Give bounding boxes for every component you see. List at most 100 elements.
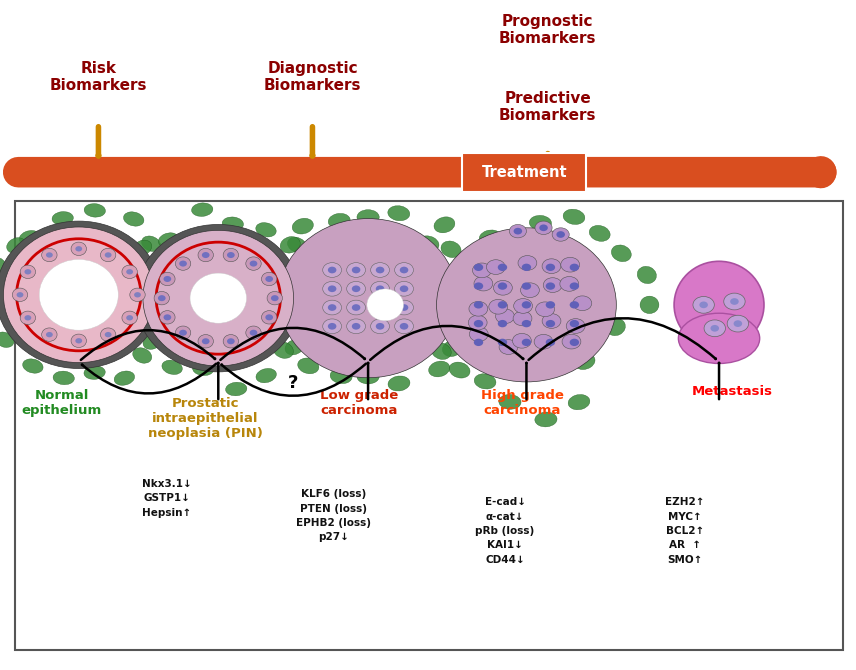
Ellipse shape [352,323,360,330]
Ellipse shape [190,273,247,323]
Ellipse shape [367,289,403,321]
Ellipse shape [298,358,319,374]
Ellipse shape [122,311,137,324]
Ellipse shape [292,218,313,234]
Ellipse shape [497,320,507,328]
Text: High grade
carcinoma: High grade carcinoma [481,389,563,417]
Ellipse shape [267,291,282,305]
Ellipse shape [160,272,175,285]
Ellipse shape [285,340,304,355]
Ellipse shape [261,260,280,277]
Ellipse shape [473,338,483,346]
Ellipse shape [441,241,461,257]
Ellipse shape [504,233,526,248]
Ellipse shape [570,283,579,289]
Ellipse shape [429,361,449,377]
Ellipse shape [570,301,579,308]
Ellipse shape [114,371,134,385]
Text: Low grade
carcinoma: Low grade carcinoma [320,389,399,417]
Text: Treatment: Treatment [481,165,568,180]
Ellipse shape [486,260,505,275]
Ellipse shape [469,302,488,316]
Text: ?: ? [288,375,298,392]
Ellipse shape [371,263,389,277]
Ellipse shape [460,289,479,307]
Ellipse shape [376,323,384,330]
Ellipse shape [723,293,745,310]
Ellipse shape [192,203,213,216]
Ellipse shape [308,289,325,306]
Ellipse shape [376,267,384,273]
Ellipse shape [473,263,491,278]
Ellipse shape [143,230,294,366]
Ellipse shape [162,360,182,375]
Ellipse shape [473,283,483,289]
Ellipse shape [563,209,585,224]
Ellipse shape [539,224,548,231]
Ellipse shape [289,261,307,278]
Ellipse shape [250,261,258,267]
Ellipse shape [328,285,336,292]
Ellipse shape [430,261,449,278]
Ellipse shape [0,332,14,348]
Ellipse shape [347,263,366,277]
Ellipse shape [123,212,144,226]
Ellipse shape [158,232,179,247]
Ellipse shape [25,315,32,320]
Ellipse shape [400,304,408,311]
Ellipse shape [75,246,82,251]
Ellipse shape [347,319,366,334]
Ellipse shape [134,292,141,297]
Ellipse shape [371,281,389,296]
Ellipse shape [328,267,336,273]
Ellipse shape [330,369,352,384]
Ellipse shape [497,283,507,289]
Ellipse shape [42,328,57,341]
Ellipse shape [352,285,360,292]
Ellipse shape [323,319,342,334]
Ellipse shape [395,263,413,277]
Ellipse shape [376,285,384,292]
Ellipse shape [175,326,191,340]
Ellipse shape [520,283,539,297]
Ellipse shape [323,300,342,315]
Ellipse shape [473,263,483,271]
Ellipse shape [640,296,659,314]
Text: Prostatic
intraepithelial
neoplasia (PIN): Prostatic intraepithelial neoplasia (PIN… [148,397,263,440]
Ellipse shape [431,343,451,359]
Ellipse shape [171,286,188,303]
Ellipse shape [202,252,210,258]
Ellipse shape [521,320,531,328]
Ellipse shape [371,319,389,334]
Ellipse shape [223,249,239,262]
Ellipse shape [521,283,531,289]
Ellipse shape [400,285,408,292]
Ellipse shape [479,230,501,245]
Text: EZH2↑
MYC↑
BCL2↑
AR  ↑
SMO↑: EZH2↑ MYC↑ BCL2↑ AR ↑ SMO↑ [665,497,704,565]
Ellipse shape [727,316,748,332]
Ellipse shape [534,334,553,349]
Ellipse shape [434,217,455,232]
Ellipse shape [328,323,336,330]
Text: Nkx3.1↓
GSTP1↓
Hepsin↑: Nkx3.1↓ GSTP1↓ Hepsin↑ [142,479,192,518]
Ellipse shape [227,338,235,344]
Ellipse shape [223,217,243,230]
Ellipse shape [521,338,531,346]
Ellipse shape [542,259,561,273]
Ellipse shape [227,252,235,258]
Ellipse shape [198,249,213,262]
Ellipse shape [536,302,555,317]
Ellipse shape [246,326,261,340]
Ellipse shape [256,369,276,383]
Ellipse shape [518,255,537,270]
Ellipse shape [3,227,154,362]
Ellipse shape [323,263,342,277]
Ellipse shape [546,263,555,271]
Ellipse shape [328,304,336,311]
Ellipse shape [328,214,350,228]
Ellipse shape [473,320,483,328]
Ellipse shape [544,278,562,293]
Ellipse shape [280,237,300,253]
Ellipse shape [265,312,285,329]
Ellipse shape [288,237,306,253]
